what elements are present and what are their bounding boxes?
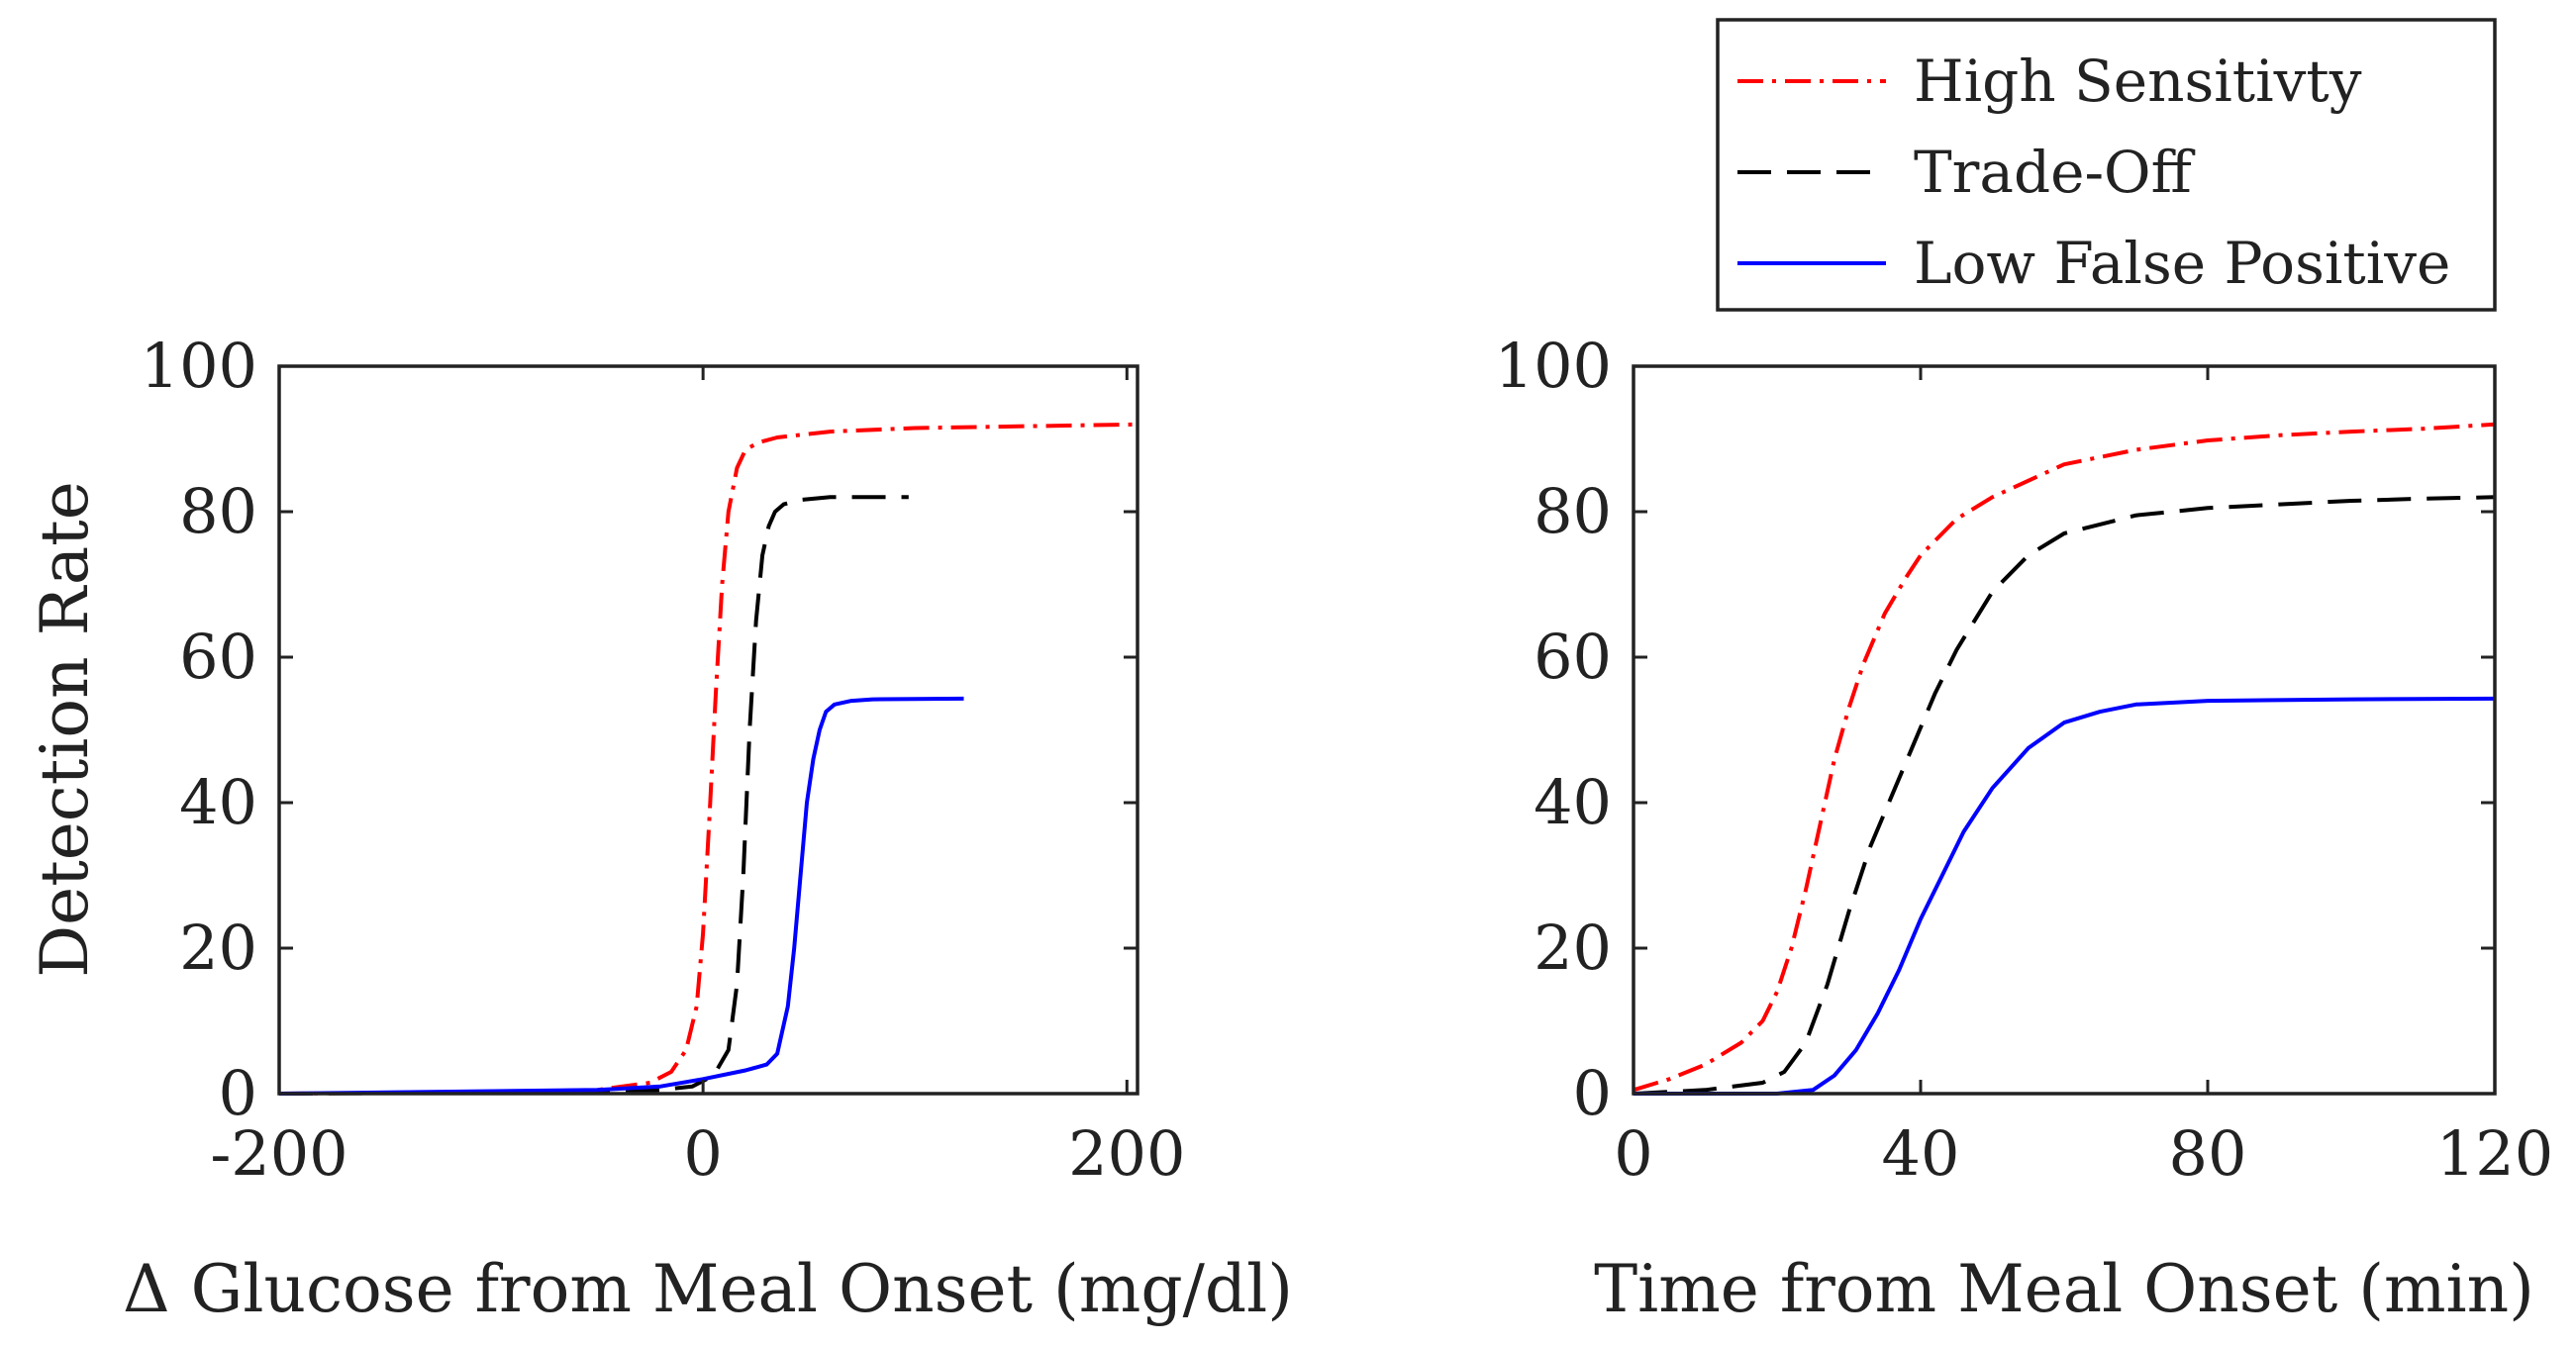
series-line-2 [1633,495,2496,1096]
y-tick-label: 20 [179,912,257,984]
x-tick-label: -200 [210,1117,347,1190]
legend: High Sensitivty Trade-Off Low False Positi… [1716,18,2497,312]
y-tick-label: 100 [1495,330,1612,402]
y-tick-label: 40 [1534,766,1612,838]
x-tick-label: 40 [1882,1117,1960,1190]
y-tick-label: 0 [1573,1057,1612,1129]
series-line-1 [1633,422,2496,1093]
x-tick-label: 200 [1068,1117,1185,1190]
chart-panel-time: 0 40 80 120 0 20 40 60 80 100 Time from Meal Onse… [1495,330,2554,1327]
y-tick-label: 60 [179,621,257,693]
y-tick-label: 60 [1534,621,1612,693]
y-tick-label: 20 [1534,912,1612,984]
series-line-3 [278,696,964,1096]
x-tick-label: 0 [1614,1117,1652,1190]
y-tick-label: 80 [1534,475,1612,547]
y-tick-label: 0 [219,1057,257,1129]
series-line-2 [278,495,909,1096]
x-tick-label: 0 [683,1117,722,1190]
y-axis-label: Detection Rate [27,481,103,978]
series-line-1 [278,422,1139,1096]
y-tick-label: 40 [179,766,257,838]
plot-frame [1632,364,2497,1096]
series-line-3 [1634,696,2496,1096]
x-tick-label: 120 [2436,1117,2553,1190]
legend-label: High Sensitivty [1914,48,2362,115]
x-tick-label: 80 [2169,1117,2247,1190]
y-tick-label: 80 [179,475,257,547]
plot-frame [277,364,1139,1096]
legend-label: Trade-Off [1914,139,2196,206]
y-tick-label: 100 [141,330,257,402]
x-axis-label: Time from Meal Onset (min) [1594,1251,2534,1327]
legend-label: Low False Positive [1914,230,2450,297]
x-axis-label: Δ Glucose from Meal Onset (mg/dl) [123,1251,1293,1327]
